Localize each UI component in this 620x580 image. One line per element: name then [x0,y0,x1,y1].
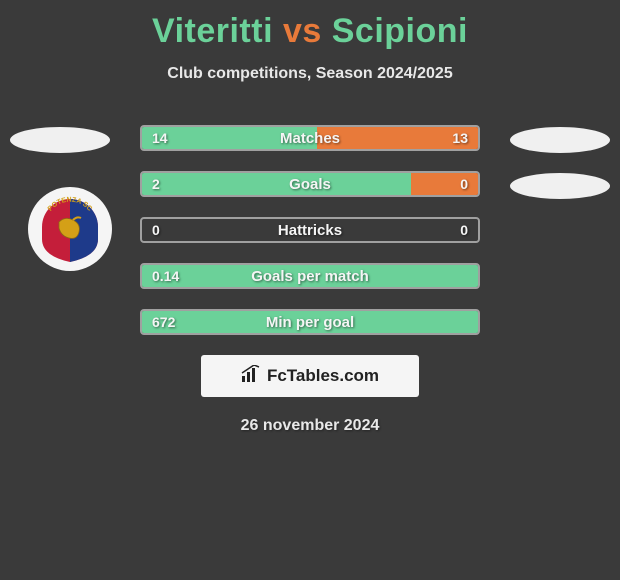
brand-box: FcTables.com [201,355,419,397]
vs-text: vs [283,12,322,50]
team-badge: POTENZA SC [28,187,112,271]
stat-bar: 1413Matches [140,125,480,151]
bar-label: Hattricks [142,219,478,241]
stat-bar: 0.14Goals per match [140,263,480,289]
stat-bar: 00Hattricks [140,217,480,243]
player2-name: Scipioni [332,12,468,50]
subtitle: Club competitions, Season 2024/2025 [0,65,620,83]
bar-chart-icon [241,365,261,388]
left-team-shape [10,127,110,153]
bar-label: Min per goal [142,311,478,333]
bar-label: Goals per match [142,265,478,287]
right-team-shape-1 [510,127,610,153]
stat-bar: 20Goals [140,171,480,197]
comparison-title: Viteritti vs Scipioni [0,0,620,51]
date-label: 26 november 2024 [0,417,620,435]
stat-bars: 1413Matches 20Goals 00Hattricks 0.14Goals p… [140,125,480,335]
chart-content: POTENZA SC 1413Matches 20Goals 00Hattricks… [0,125,620,435]
bar-label: Matches [142,127,478,149]
player1-name: Viteritti [152,12,273,50]
right-team-shape-2 [510,173,610,199]
badge-crest: POTENZA SC [37,194,103,264]
bar-label: Goals [142,173,478,195]
brand-text: FcTables.com [267,366,379,386]
stat-bar: 672Min per goal [140,309,480,335]
